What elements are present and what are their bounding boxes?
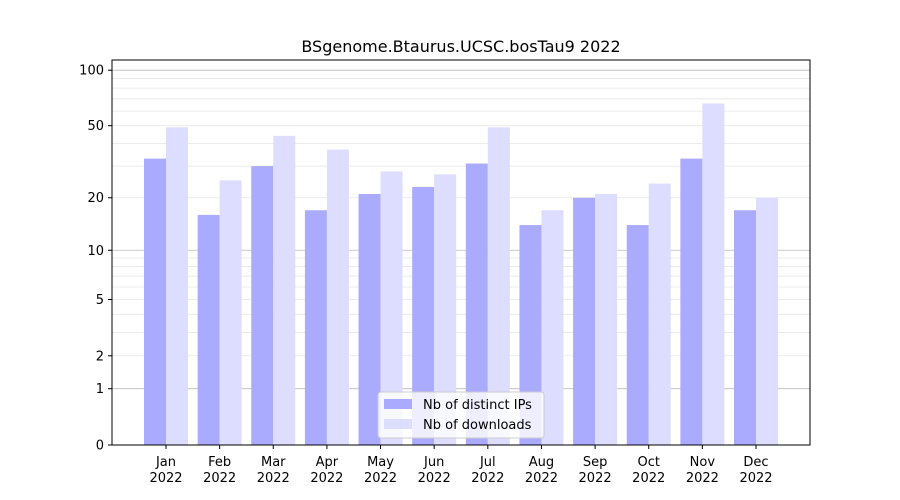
bar-ips	[626, 225, 649, 445]
x-tick-label: Sep	[583, 455, 608, 470]
bar-downloads	[702, 103, 725, 445]
legend-box	[377, 391, 545, 439]
x-tick-label: Mar	[261, 455, 286, 470]
bar-ips	[573, 197, 596, 445]
legend-swatch	[384, 419, 412, 429]
bar-ips	[358, 193, 381, 445]
x-tick-label: 2022	[525, 471, 558, 486]
x-tick-label: 2022	[418, 471, 451, 486]
bar-ips	[304, 210, 327, 445]
bar-downloads	[166, 127, 188, 446]
y-tick-label: 100	[79, 64, 104, 79]
chart-title: BSgenome.Btaurus.UCSC.bosTau9 2022	[301, 37, 620, 56]
y-tick-label: 0	[96, 439, 104, 454]
x-tick-label: Aug	[529, 455, 554, 470]
x-tick-label: 2022	[579, 471, 612, 486]
bar-downloads	[541, 210, 564, 445]
y-tick-label: 10	[87, 244, 104, 259]
bar-downloads	[273, 135, 296, 446]
bar-ips	[519, 225, 542, 445]
x-tick-label: Jan	[155, 455, 176, 470]
bar-ips	[734, 210, 756, 445]
x-tick-label: 2022	[739, 471, 772, 486]
bar-downloads	[487, 127, 510, 446]
bar-downloads	[326, 149, 349, 445]
plot-frame	[111, 59, 811, 446]
x-tick-label: 2022	[364, 471, 397, 486]
x-tick-label: 2022	[632, 471, 665, 486]
legend-label: Nb of distinct IPs	[423, 398, 532, 413]
x-tick-label: Nov	[690, 455, 716, 470]
bar-downloads	[595, 193, 618, 445]
x-tick-label: 2022	[310, 471, 343, 486]
x-tick-label: Feb	[208, 455, 231, 470]
x-tick-label: 2022	[149, 471, 182, 486]
y-tick-label: 20	[87, 191, 104, 206]
bar-ips	[144, 158, 166, 445]
x-tick-label: Jul	[479, 455, 496, 470]
bar-ips	[680, 158, 703, 445]
x-tick-label: Jun	[423, 455, 444, 470]
y-tick-label: 2	[96, 349, 104, 364]
x-tick-label: Dec	[743, 455, 768, 470]
y-tick-label: 50	[87, 119, 104, 134]
bar-downloads	[648, 183, 671, 446]
bar-downloads	[756, 197, 778, 445]
legend-swatch	[384, 399, 412, 409]
bar-ips	[412, 186, 435, 445]
x-tick-label: Apr	[316, 455, 339, 470]
bar-ips	[197, 214, 220, 445]
x-tick-label: Oct	[637, 455, 659, 470]
legend-label: Nb of downloads	[423, 418, 532, 433]
y-tick-label: 1	[96, 382, 104, 397]
bar-downloads	[434, 174, 457, 445]
bar-ips	[251, 166, 274, 445]
bar-downloads	[380, 171, 403, 446]
legend: Nb of distinct IPs Nb of downloads	[377, 391, 545, 439]
bar-downloads	[219, 180, 242, 446]
y-tick-label: 5	[96, 293, 104, 308]
bar-ips	[465, 163, 488, 445]
x-tick-label: 2022	[203, 471, 236, 486]
x-tick-label: 2022	[686, 471, 719, 486]
x-tick-label: May	[367, 455, 394, 470]
x-tick-label: 2022	[257, 471, 290, 486]
x-tick-label: 2022	[471, 471, 504, 486]
